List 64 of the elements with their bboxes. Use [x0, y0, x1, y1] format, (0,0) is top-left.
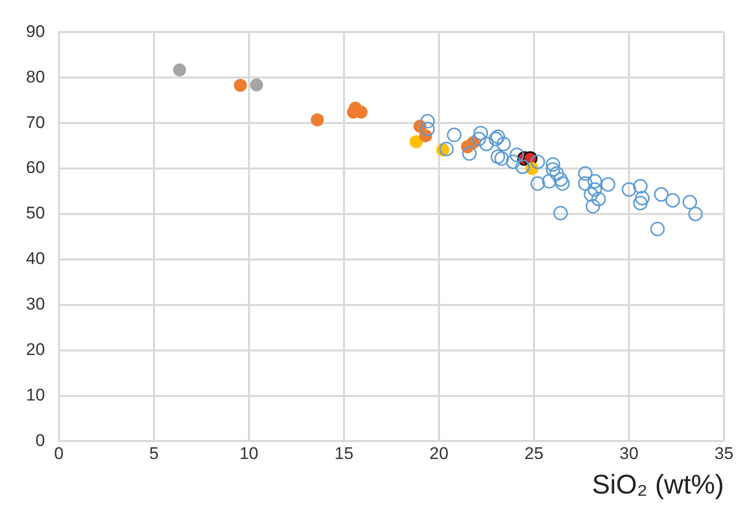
- point: [586, 199, 600, 214]
- point: [410, 135, 423, 148]
- x-tick-label: 10: [239, 444, 258, 464]
- point: [588, 174, 602, 189]
- y-tick-label: 90: [26, 22, 45, 41]
- point: [600, 177, 616, 192]
- point: [420, 122, 435, 136]
- point: [439, 142, 454, 156]
- point: [479, 136, 494, 152]
- y-tick-label: 60: [26, 158, 45, 178]
- point: [515, 159, 530, 174]
- point: [490, 149, 506, 164]
- x-tick-label: 0: [54, 444, 64, 464]
- point: [494, 151, 509, 166]
- point: [250, 78, 264, 92]
- point: [578, 176, 593, 191]
- point: [173, 63, 186, 76]
- point: [635, 190, 650, 206]
- point: [234, 78, 247, 92]
- y-tick-label: 40: [26, 249, 45, 268]
- y-tick-label: 10: [26, 385, 45, 404]
- point: [462, 146, 477, 161]
- point: [654, 187, 669, 202]
- point: [550, 166, 564, 181]
- point: [530, 154, 546, 169]
- y-tick-label: 70: [26, 112, 45, 132]
- x-tick-label: 5: [149, 444, 159, 464]
- point: [633, 196, 648, 210]
- point: [420, 114, 435, 129]
- point: [555, 176, 570, 191]
- y-tick-label: 50: [26, 204, 45, 223]
- point: [496, 136, 511, 152]
- point: [665, 193, 680, 208]
- point: [650, 222, 665, 236]
- point: [622, 182, 636, 197]
- point: [553, 172, 568, 187]
- point: [591, 192, 606, 206]
- point: [546, 157, 560, 172]
- point: [584, 187, 598, 202]
- x-axis-title: SiO₂ (wt%): [592, 469, 724, 500]
- y-tick-label: 0: [35, 430, 45, 450]
- point: [472, 132, 486, 146]
- x-tick-label: 30: [620, 444, 638, 464]
- point: [578, 166, 593, 181]
- y-tick-label: 80: [26, 67, 45, 86]
- y-tick-label: 30: [26, 294, 45, 314]
- x-tick-label: 35: [714, 444, 734, 464]
- x-tick-label: 15: [334, 444, 354, 464]
- x-tick-label: 20: [430, 444, 448, 464]
- point: [506, 154, 520, 169]
- x-tick-label: 25: [524, 444, 544, 464]
- point: [553, 206, 568, 220]
- point: [542, 174, 556, 189]
- point: [510, 148, 524, 162]
- point: [682, 194, 698, 210]
- point: [688, 206, 703, 222]
- y-tick-label: 20: [26, 340, 45, 359]
- point: [474, 126, 488, 140]
- point: [310, 113, 324, 126]
- point: [546, 162, 560, 177]
- point: [446, 128, 462, 142]
- point: [530, 176, 546, 191]
- point: [633, 179, 648, 194]
- point: [588, 182, 602, 197]
